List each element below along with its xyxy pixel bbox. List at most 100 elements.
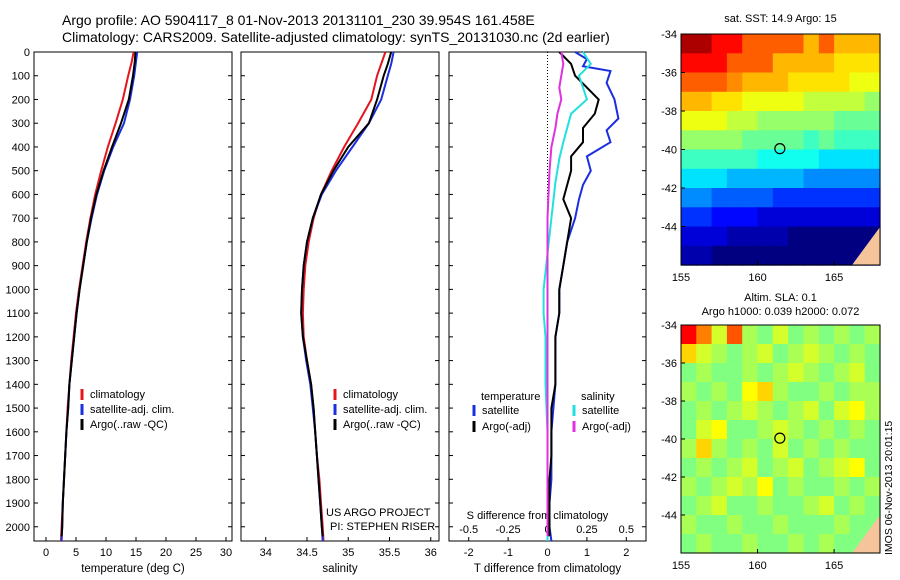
map-cell bbox=[681, 91, 697, 112]
map-cell bbox=[757, 344, 774, 364]
map-cell bbox=[788, 420, 805, 440]
map-cell bbox=[726, 534, 743, 554]
map-cell bbox=[742, 325, 759, 345]
map-cell bbox=[803, 149, 820, 170]
y-tick-label: 1500 bbox=[6, 403, 30, 415]
map-cell bbox=[834, 382, 850, 402]
map-cell bbox=[834, 363, 850, 383]
map-cell bbox=[711, 458, 728, 478]
map-title: Altim. SLA: 0.1 bbox=[744, 292, 817, 304]
map-cell bbox=[788, 130, 805, 151]
y-tick-label: 1000 bbox=[6, 284, 30, 296]
map-cell bbox=[803, 34, 820, 54]
map-cell bbox=[681, 149, 697, 170]
map-x-tick-label: 165 bbox=[825, 560, 843, 572]
map-cell bbox=[726, 363, 743, 383]
map-cell bbox=[788, 72, 805, 93]
map-y-tick-label: -40 bbox=[661, 434, 677, 446]
map-cell bbox=[834, 207, 850, 228]
y-tick-label: 1100 bbox=[6, 308, 30, 320]
legend-title-salinity: salinity bbox=[581, 391, 615, 403]
map-cell bbox=[849, 72, 866, 93]
map-cell bbox=[788, 188, 805, 208]
map-cell bbox=[726, 226, 743, 247]
map-cell bbox=[742, 515, 759, 535]
map-cell bbox=[757, 401, 774, 421]
y-tick-label: 1800 bbox=[6, 474, 30, 486]
map-cell bbox=[726, 458, 743, 478]
land-patch bbox=[852, 515, 880, 553]
map-cell bbox=[834, 344, 850, 364]
x-tick-label: 0 bbox=[544, 547, 550, 559]
map-cell bbox=[681, 477, 697, 497]
y-tick-label: 1200 bbox=[6, 332, 30, 344]
legend-entry: satellite bbox=[582, 405, 619, 417]
argo-position-marker bbox=[774, 432, 786, 444]
map-cell bbox=[803, 91, 820, 112]
map-cell bbox=[711, 439, 728, 459]
map-cell bbox=[742, 363, 759, 383]
map-cell bbox=[818, 188, 835, 208]
map-cell bbox=[681, 458, 697, 478]
map-cell bbox=[726, 325, 743, 345]
map-cell bbox=[834, 439, 850, 459]
map-y-tick-label: -34 bbox=[661, 320, 677, 332]
map-cell bbox=[834, 168, 850, 189]
map-cell bbox=[696, 496, 713, 516]
map-cell bbox=[772, 439, 789, 459]
y-tick-label: 1700 bbox=[6, 451, 30, 463]
map-y-tick-label: -44 bbox=[661, 510, 677, 522]
map-cell bbox=[818, 34, 835, 54]
map-cell bbox=[772, 149, 789, 170]
map-cell bbox=[803, 534, 820, 554]
map-cell bbox=[696, 439, 713, 459]
map-cell bbox=[757, 496, 774, 516]
top-tick-label: -0.25 bbox=[496, 524, 521, 536]
map-cell bbox=[803, 363, 820, 383]
map-cell bbox=[757, 420, 774, 440]
map-cell bbox=[726, 382, 743, 402]
map-x-tick-label: 160 bbox=[748, 272, 766, 284]
map-cell bbox=[681, 53, 697, 74]
map-cell bbox=[681, 496, 697, 516]
map-cell bbox=[711, 382, 728, 402]
map-cell bbox=[681, 34, 697, 54]
map-cell bbox=[818, 149, 835, 170]
map-cell bbox=[864, 34, 881, 54]
map-cell bbox=[772, 53, 789, 74]
map-cell bbox=[818, 534, 835, 554]
map-cell bbox=[834, 188, 850, 208]
map-cell bbox=[803, 344, 820, 364]
legend-entry: Argo(..raw -QC) bbox=[343, 419, 421, 431]
map-cell bbox=[696, 149, 713, 170]
map-cell bbox=[742, 534, 759, 554]
y-tick-label: 600 bbox=[12, 189, 30, 201]
map-cell bbox=[834, 130, 850, 151]
y-tick-label: 1900 bbox=[6, 498, 30, 510]
map-cell bbox=[742, 130, 759, 151]
map-cell bbox=[726, 439, 743, 459]
map-cell bbox=[803, 245, 820, 266]
map-cell bbox=[864, 439, 881, 459]
map-cell bbox=[726, 420, 743, 440]
map-cell bbox=[726, 245, 743, 266]
map-cell bbox=[742, 496, 759, 516]
map-cell bbox=[834, 325, 850, 345]
map-cell bbox=[696, 325, 713, 345]
y-tick-label: 300 bbox=[12, 118, 30, 130]
map-y-tick-label: -36 bbox=[661, 68, 677, 80]
map-cell bbox=[711, 111, 728, 131]
map-cell bbox=[864, 401, 881, 421]
map-cell bbox=[696, 401, 713, 421]
map-cell bbox=[726, 130, 743, 151]
map-cell bbox=[681, 382, 697, 402]
map-cell bbox=[757, 72, 774, 93]
map-cell bbox=[711, 344, 728, 364]
map-cell bbox=[788, 458, 805, 478]
map-cell bbox=[696, 420, 713, 440]
map-cell bbox=[696, 382, 713, 402]
map-cell bbox=[849, 401, 866, 421]
map-cell bbox=[788, 325, 805, 345]
map-cell bbox=[788, 168, 805, 189]
map-cell bbox=[757, 325, 774, 345]
